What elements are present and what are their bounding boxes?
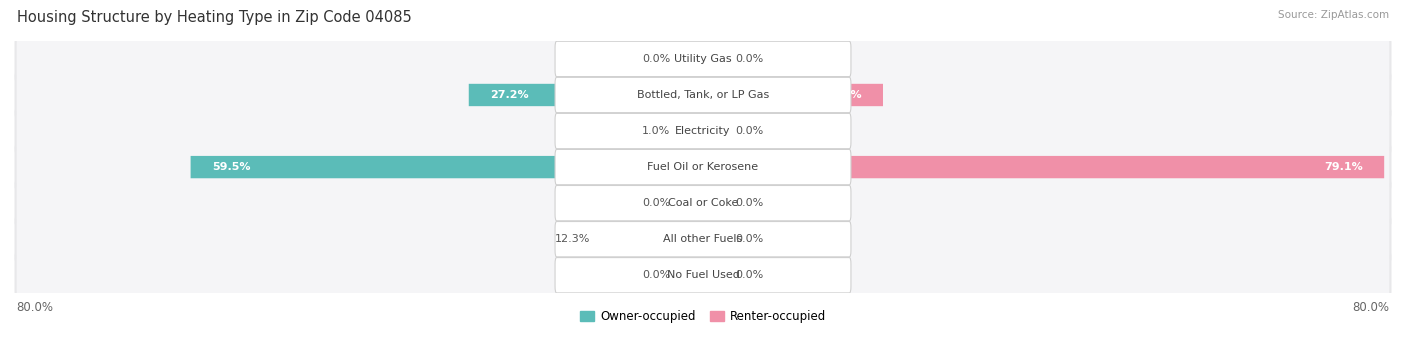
Text: 0.0%: 0.0% (735, 126, 763, 136)
FancyBboxPatch shape (468, 84, 703, 106)
FancyBboxPatch shape (703, 156, 1384, 178)
Text: No Fuel Used: No Fuel Used (666, 270, 740, 280)
FancyBboxPatch shape (17, 218, 1389, 261)
FancyBboxPatch shape (678, 48, 703, 70)
FancyBboxPatch shape (14, 34, 1392, 84)
Text: Housing Structure by Heating Type in Zip Code 04085: Housing Structure by Heating Type in Zip… (17, 10, 412, 25)
FancyBboxPatch shape (703, 120, 728, 142)
FancyBboxPatch shape (555, 149, 851, 185)
FancyBboxPatch shape (17, 181, 1389, 225)
FancyBboxPatch shape (703, 228, 728, 250)
Text: 79.1%: 79.1% (1324, 162, 1362, 172)
Text: Source: ZipAtlas.com: Source: ZipAtlas.com (1278, 10, 1389, 20)
FancyBboxPatch shape (678, 120, 703, 142)
Text: Coal or Coke: Coal or Coke (668, 198, 738, 208)
FancyBboxPatch shape (555, 257, 851, 293)
Text: 1.0%: 1.0% (643, 126, 671, 136)
FancyBboxPatch shape (14, 106, 1392, 156)
FancyBboxPatch shape (678, 264, 703, 286)
Text: 0.0%: 0.0% (643, 270, 671, 280)
FancyBboxPatch shape (703, 84, 883, 106)
Text: 0.0%: 0.0% (735, 234, 763, 244)
FancyBboxPatch shape (17, 73, 1389, 117)
FancyBboxPatch shape (17, 146, 1389, 189)
FancyBboxPatch shape (703, 48, 728, 70)
FancyBboxPatch shape (14, 178, 1392, 228)
FancyBboxPatch shape (598, 228, 703, 250)
FancyBboxPatch shape (555, 222, 851, 257)
FancyBboxPatch shape (17, 109, 1389, 153)
Text: 59.5%: 59.5% (212, 162, 250, 172)
FancyBboxPatch shape (555, 113, 851, 149)
FancyBboxPatch shape (703, 264, 728, 286)
Text: 12.3%: 12.3% (555, 234, 591, 244)
Legend: Owner-occupied, Renter-occupied: Owner-occupied, Renter-occupied (575, 305, 831, 328)
Text: 0.0%: 0.0% (643, 54, 671, 64)
Text: 0.0%: 0.0% (735, 54, 763, 64)
FancyBboxPatch shape (678, 192, 703, 214)
Text: 20.9%: 20.9% (823, 90, 862, 100)
Text: 80.0%: 80.0% (1353, 301, 1389, 314)
FancyBboxPatch shape (17, 254, 1389, 297)
FancyBboxPatch shape (555, 186, 851, 221)
Text: 0.0%: 0.0% (735, 270, 763, 280)
FancyBboxPatch shape (555, 77, 851, 113)
FancyBboxPatch shape (14, 250, 1392, 300)
Text: 80.0%: 80.0% (17, 301, 53, 314)
Text: All other Fuels: All other Fuels (664, 234, 742, 244)
FancyBboxPatch shape (703, 192, 728, 214)
FancyBboxPatch shape (17, 37, 1389, 80)
Text: Electricity: Electricity (675, 126, 731, 136)
Text: Fuel Oil or Kerosene: Fuel Oil or Kerosene (647, 162, 759, 172)
Text: Utility Gas: Utility Gas (675, 54, 731, 64)
Text: Bottled, Tank, or LP Gas: Bottled, Tank, or LP Gas (637, 90, 769, 100)
Text: 27.2%: 27.2% (491, 90, 529, 100)
Text: 0.0%: 0.0% (735, 198, 763, 208)
FancyBboxPatch shape (14, 214, 1392, 264)
FancyBboxPatch shape (14, 142, 1392, 192)
FancyBboxPatch shape (14, 70, 1392, 120)
FancyBboxPatch shape (555, 41, 851, 77)
FancyBboxPatch shape (191, 156, 703, 178)
Text: 0.0%: 0.0% (643, 198, 671, 208)
